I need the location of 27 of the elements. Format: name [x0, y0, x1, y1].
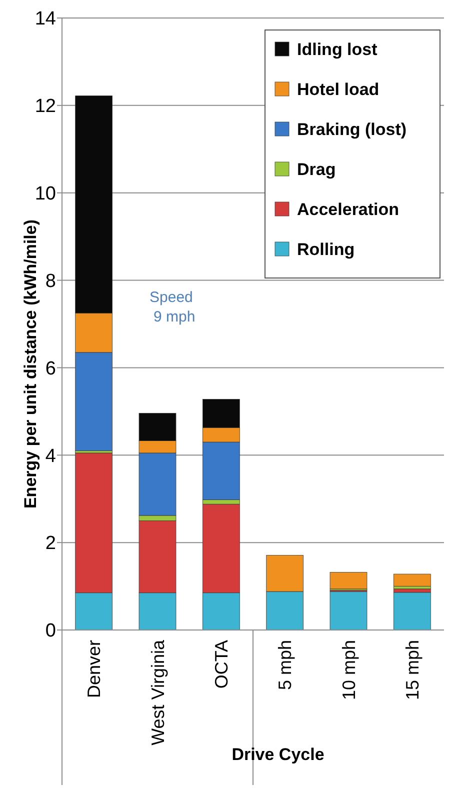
bar: [394, 574, 431, 586]
annotation: Speed 9 mph: [150, 289, 196, 326]
y-tick-label: 0: [45, 620, 56, 642]
bar: [330, 591, 368, 630]
x-tick-label: OCTA: [211, 640, 232, 689]
y-tick-label: 8: [45, 270, 56, 292]
legend-label: Braking (lost): [297, 120, 407, 139]
legend-label: Acceleration: [297, 200, 400, 219]
bar: [330, 572, 368, 590]
y-axis-title: Energy per unit distance (kWh/mile): [21, 219, 40, 509]
y-tick-label: 4: [45, 446, 56, 467]
y-tick-label: 10: [34, 184, 56, 205]
y-tick-label: 6: [45, 358, 56, 380]
x-tick-label: Denver: [84, 640, 104, 698]
x-axis-title: Drive Cycle: [232, 745, 324, 764]
y-tick-label: 14: [34, 8, 56, 30]
legend-label: Hotel load: [297, 80, 380, 99]
bar: [394, 592, 431, 630]
x-tick-label: West Virginia: [148, 639, 168, 746]
legend-label: Drag: [297, 160, 336, 179]
y-tick-label: 12: [34, 96, 56, 118]
y-tick-label: 2: [45, 533, 56, 554]
x-tick-label: 5 mph: [275, 640, 296, 690]
x-tick-label: 10 mph: [338, 640, 359, 700]
legend-label: Idling lost: [297, 40, 378, 59]
legend-label: Rolling: [297, 240, 355, 259]
x-tick-label: 15 mph: [402, 640, 422, 700]
